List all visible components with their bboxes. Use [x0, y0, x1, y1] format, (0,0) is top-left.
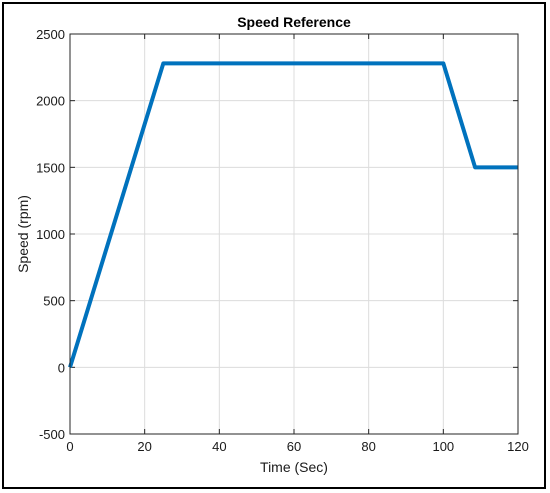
figure-frame	[2, 2, 546, 489]
x-tick-label: 20	[137, 439, 151, 454]
x-tick-label: 80	[361, 439, 375, 454]
y-tick-label: 1500	[36, 160, 65, 175]
y-tick-label: 500	[43, 294, 65, 309]
plot-area-border	[69, 33, 519, 435]
x-axis-label: Time (Sec)	[260, 459, 328, 475]
y-tick-label: -500	[39, 427, 65, 442]
y-tick-labels: -500 0 500 1000 1500 2000 2500	[36, 27, 65, 442]
x-tick-label: 0	[66, 439, 73, 454]
x-tick-label: 40	[212, 439, 226, 454]
x-tick-label: 120	[507, 439, 529, 454]
y-tick-label: 2000	[36, 94, 65, 109]
y-tick-label: 1000	[36, 227, 65, 242]
x-tick-labels: 0 20 40 60 80 100 120	[66, 439, 528, 454]
speed-reference-line	[68, 61, 518, 368]
y-tick-label: 2500	[36, 27, 65, 42]
chart-title: Speed Reference	[237, 14, 351, 30]
x-tick-label: 60	[287, 439, 301, 454]
y-axis-label: Speed (rpm)	[15, 195, 31, 273]
plot-series	[68, 61, 518, 368]
x-tick-label: 100	[432, 439, 454, 454]
y-tick-label: 0	[58, 360, 65, 375]
